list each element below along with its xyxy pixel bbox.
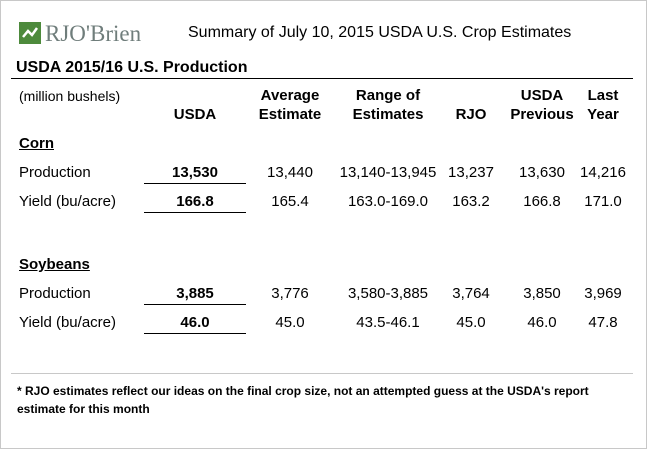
cell: 3,580-3,885 [347,285,429,302]
cell: 46.0 [180,314,210,331]
footnote: * RJO estimates reflect our ideas on the… [17,384,589,416]
row-label: Yield (bu/acre) [19,193,116,210]
cell: 165.4 [271,193,309,210]
row-label: Production [19,285,91,302]
underline [144,183,246,184]
cell: 13,237 [448,164,494,181]
cell: 3,776 [271,285,309,302]
cell: 166.8 [176,193,214,210]
cell: 45.0 [275,314,305,331]
cell: 14,216 [580,164,626,181]
column-header: Previous [510,106,574,123]
cell: 3,850 [523,285,561,302]
cell: 3,885 [176,285,214,302]
title: Summary of July 10, 2015 USDA U.S. Crop … [188,24,572,41]
underline [144,304,246,305]
footnote-box: * RJO estimates reflect our ideas on the… [11,373,633,422]
cell: 13,630 [519,164,565,181]
column-header: Estimate [258,106,322,123]
cell: 171.0 [584,193,622,210]
cell: 43.5-46.1 [356,314,420,331]
row-label: Yield (bu/acre) [19,314,116,331]
cell: 3,969 [584,285,622,302]
rule [11,78,633,79]
cell: 163.0-169.0 [347,193,429,210]
underline [144,333,246,334]
group-header: Soybeans [19,256,90,273]
column-header: Average [260,87,320,104]
column-header: Year [587,106,619,123]
column-header: USDA [173,106,217,123]
cell: 166.8 [523,193,561,210]
column-header: Range of [355,87,421,104]
row-label: Production [19,164,91,181]
column-header: Last [587,87,619,104]
section-title: USDA 2015/16 U.S. Production [16,59,248,76]
cell: 163.2 [452,193,490,210]
units: (million bushels) [19,88,121,104]
underline [144,212,246,213]
cell: 13,530 [172,164,218,181]
cell: 13,140-13,945 [339,164,437,181]
column-header: USDA [520,87,564,104]
logo-icon [19,22,41,44]
cell: 46.0 [527,314,557,331]
column-header: RJO [455,106,487,123]
group-header: Corn [19,135,54,152]
cell: 47.8 [588,314,618,331]
cell: 45.0 [456,314,486,331]
column-header: Estimates [352,106,424,123]
cell: 3,764 [452,285,490,302]
cell: 13,440 [267,164,313,181]
logo: RJO'Brien [45,21,142,46]
